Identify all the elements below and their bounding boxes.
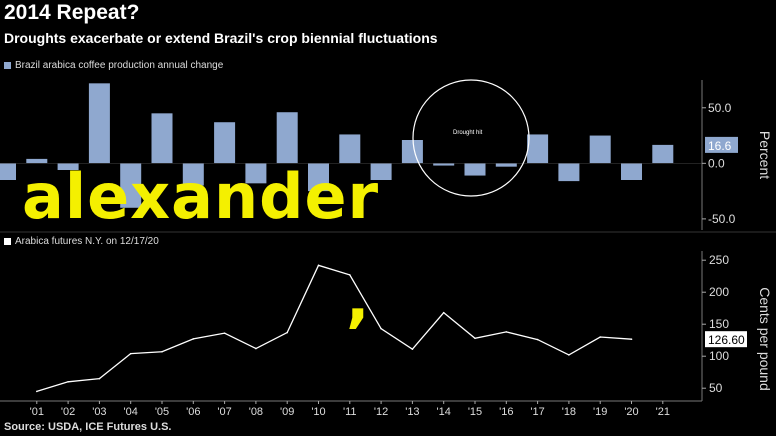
xtick-label: '01 bbox=[30, 406, 44, 418]
chart-axes: 50.0 0.0 -50.0 16.6 Percent Drought hit 250 200… bbox=[0, 79, 776, 418]
price-point-19 bbox=[599, 336, 601, 338]
price-point-18 bbox=[568, 354, 570, 356]
bar-14 bbox=[433, 163, 455, 166]
bar-16 bbox=[495, 163, 517, 167]
line-legend: Arabica futures N.Y. on 12/17/20 bbox=[4, 236, 159, 247]
price-point-12 bbox=[380, 327, 382, 330]
price-point-07 bbox=[223, 332, 226, 334]
chart-subtitle: Droughts exacerbate or extend Brazil's c… bbox=[4, 30, 438, 46]
line-last-value-label: 126.60 bbox=[708, 333, 745, 347]
line-last-value-tag bbox=[705, 331, 747, 348]
bar-y-axis-title: Percent bbox=[757, 131, 773, 179]
overlay-comma: , bbox=[346, 262, 370, 335]
xtick-label: '11 bbox=[343, 406, 357, 418]
bar-06 bbox=[182, 163, 204, 186]
bar-10 bbox=[308, 163, 329, 192]
xtick-label: '16 bbox=[499, 406, 513, 418]
line-chart bbox=[36, 264, 633, 393]
bar-09 bbox=[276, 112, 298, 164]
bar-13 bbox=[401, 140, 423, 164]
bar-15 bbox=[464, 163, 486, 176]
price-point-05 bbox=[161, 350, 163, 353]
line-ytick-label: 150 bbox=[709, 317, 729, 331]
xtick-label: '20 bbox=[624, 406, 638, 418]
price-point-13 bbox=[411, 348, 414, 350]
price-point-01 bbox=[36, 390, 38, 393]
bar-04 bbox=[120, 163, 142, 208]
price-point-14 bbox=[442, 311, 445, 314]
price-point-17 bbox=[536, 338, 539, 341]
xtick-label: '09 bbox=[280, 406, 294, 418]
bar-legend: Brazil arabica coffee production annual … bbox=[4, 60, 223, 71]
price-point-09 bbox=[286, 331, 289, 334]
xtick-label: '17 bbox=[530, 406, 544, 418]
bar-08 bbox=[245, 163, 267, 184]
drought-label: Drought hit bbox=[453, 130, 483, 136]
bar-11 bbox=[339, 134, 361, 164]
bar-02 bbox=[57, 163, 79, 170]
xtick-label: '10 bbox=[311, 406, 325, 418]
bar-21 bbox=[652, 144, 674, 164]
xtick-label: '19 bbox=[593, 406, 607, 418]
xtick-label: '05 bbox=[155, 406, 169, 418]
xtick-label: '06 bbox=[186, 406, 200, 418]
bar-ytick-label: 0.0 bbox=[708, 156, 725, 170]
bar-ytick-label: 50.0 bbox=[708, 101, 732, 115]
bar-00 bbox=[0, 163, 16, 180]
bar-legend-swatch bbox=[4, 62, 11, 69]
price-point-08 bbox=[255, 347, 257, 350]
xtick-label: '12 bbox=[374, 406, 388, 418]
xtick-label: '02 bbox=[61, 406, 75, 418]
bar-07 bbox=[214, 122, 236, 164]
line-legend-swatch bbox=[4, 238, 11, 245]
xtick-label: '13 bbox=[405, 406, 419, 418]
price-line bbox=[36, 264, 632, 393]
bar-last-value-label: 16.6 bbox=[708, 139, 732, 153]
xtick-label: '08 bbox=[249, 406, 263, 418]
bar-last-value-tag bbox=[705, 136, 738, 153]
bar-17 bbox=[527, 134, 549, 164]
bar-ytick-label: -50.0 bbox=[708, 212, 736, 226]
price-point-03 bbox=[98, 377, 101, 380]
xtick-label: '14 bbox=[437, 406, 451, 418]
chart-title: 2014 Repeat? bbox=[4, 1, 140, 24]
price-point-15 bbox=[474, 337, 476, 340]
xtick-label: '07 bbox=[217, 406, 231, 418]
price-point-02 bbox=[67, 381, 69, 383]
price-point-20 bbox=[630, 338, 633, 340]
xtick-label: '21 bbox=[656, 406, 670, 418]
line-legend-label: Arabica futures N.Y. on 12/17/20 bbox=[15, 236, 159, 247]
bar-05 bbox=[151, 113, 173, 164]
xtick-label: '04 bbox=[124, 406, 138, 418]
line-y-axis-title: Cents per pound bbox=[757, 287, 773, 391]
xtick-label: '18 bbox=[562, 406, 576, 418]
bar-12 bbox=[370, 163, 392, 180]
drought-circle bbox=[412, 79, 530, 197]
price-point-06 bbox=[192, 338, 195, 340]
xtick-label: '15 bbox=[468, 406, 482, 418]
overlay-text: alexander bbox=[22, 160, 380, 233]
price-point-10 bbox=[317, 264, 320, 267]
bar-01 bbox=[26, 158, 48, 164]
line-ytick-label: 100 bbox=[709, 349, 729, 363]
bar-chart bbox=[0, 83, 674, 208]
bar-legend-label: Brazil arabica coffee production annual … bbox=[15, 60, 224, 71]
line-ytick-label: 200 bbox=[709, 285, 729, 299]
source-note: Source: USDA, ICE Futures U.S. bbox=[4, 421, 172, 433]
bar-20 bbox=[621, 163, 642, 180]
bar-19 bbox=[589, 135, 611, 164]
price-point-16 bbox=[505, 331, 508, 333]
price-point-11 bbox=[349, 274, 351, 276]
line-ytick-label: 250 bbox=[709, 253, 729, 267]
bar-03 bbox=[88, 83, 110, 164]
bar-18 bbox=[558, 163, 580, 182]
line-ytick-label: 50 bbox=[709, 381, 723, 395]
price-point-04 bbox=[129, 352, 132, 355]
xtick-label: '03 bbox=[92, 406, 106, 418]
